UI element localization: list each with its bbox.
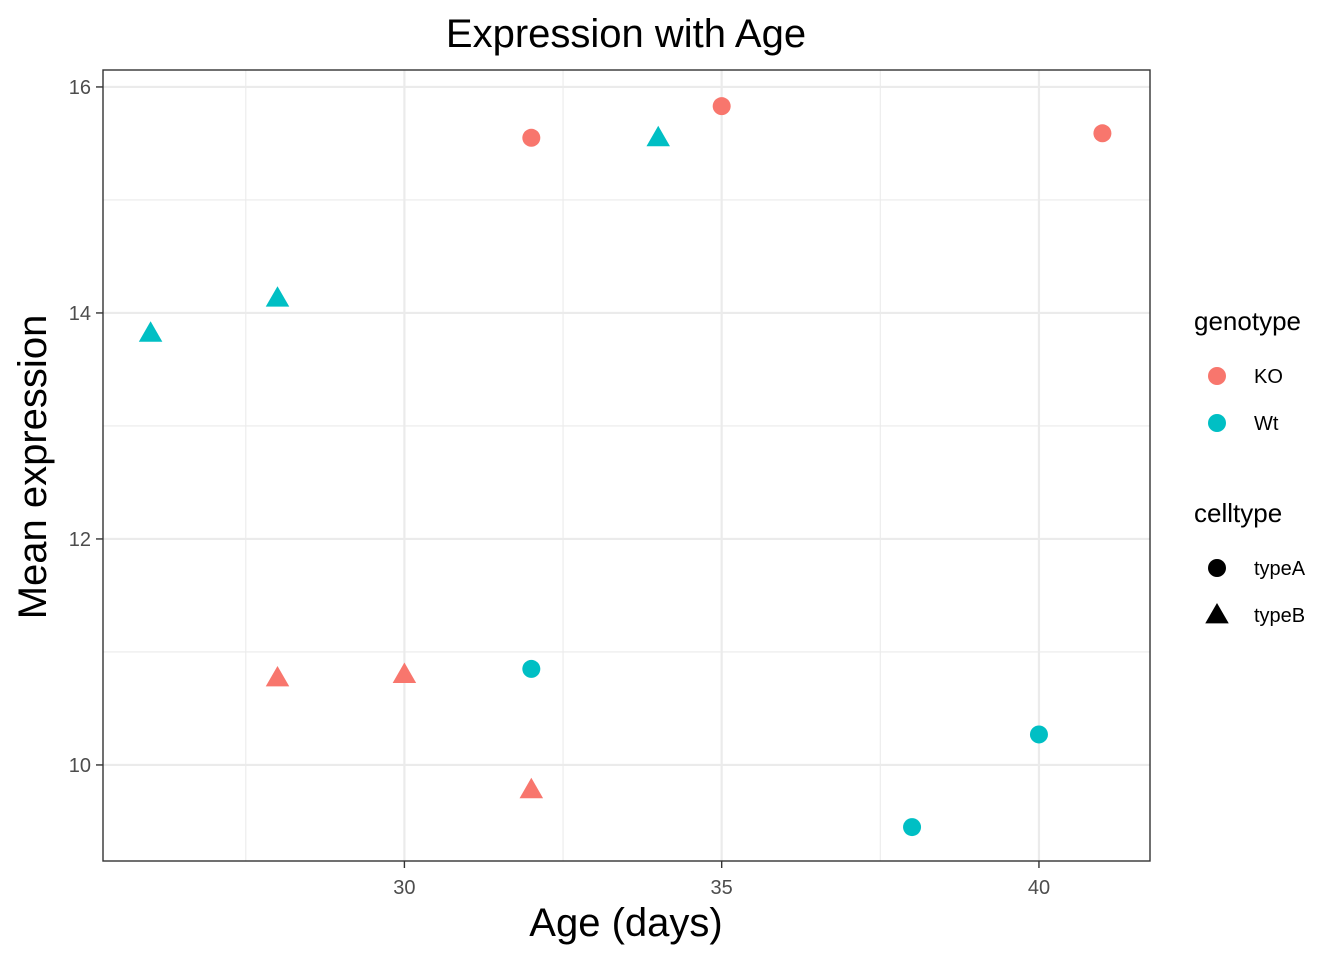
x-tick-label: 30 <box>393 877 415 899</box>
y-tick-label: 10 <box>69 755 91 777</box>
legend-title-genotype: genotype <box>1194 306 1301 336</box>
legend: genotype KO Wt celltype typeA typeB <box>1194 306 1306 627</box>
data-point-wt-typea <box>1029 725 1048 744</box>
legend-label-typeb: typeB <box>1254 605 1305 627</box>
data-point-wt-typeb <box>646 125 670 147</box>
y-tick-label: 14 <box>69 303 91 325</box>
data-point-wt-typeb <box>138 321 163 342</box>
legend-label-typea: typeA <box>1254 558 1306 580</box>
y-axis-title: Mean expression <box>11 315 55 620</box>
legend-key-wt <box>1208 414 1226 432</box>
data-point-wt-typea <box>522 659 541 678</box>
data-points <box>138 97 1112 837</box>
chart-title: Expression with Age <box>446 12 806 56</box>
legend-key-typea <box>1208 559 1226 577</box>
data-point-ko-typeb <box>519 777 544 799</box>
data-point-ko-typea <box>1093 124 1112 143</box>
legend-label-ko: KO <box>1254 366 1283 388</box>
panel-border <box>102 69 1151 862</box>
x-tick-label: 40 <box>1028 877 1050 899</box>
data-point-ko-typea <box>712 97 731 116</box>
data-point-ko-typea <box>522 128 541 147</box>
grid-lines <box>103 70 1150 861</box>
legend-label-wt: Wt <box>1254 413 1279 435</box>
data-point-wt-typea <box>903 818 922 837</box>
y-tick-label: 16 <box>69 77 91 99</box>
x-axis-title: Age (days) <box>529 901 722 945</box>
x-tick-label: 35 <box>711 877 733 899</box>
data-point-ko-typeb <box>392 662 417 683</box>
legend-key-typeb <box>1205 603 1229 624</box>
data-point-wt-typeb <box>265 286 290 307</box>
data-point-ko-typeb <box>265 665 290 687</box>
legend-title-celltype: celltype <box>1194 498 1282 528</box>
y-tick-label: 12 <box>69 529 91 551</box>
legend-key-ko <box>1208 367 1226 385</box>
axis-ticks: 30 35 40 10 12 14 16 <box>69 77 1050 899</box>
